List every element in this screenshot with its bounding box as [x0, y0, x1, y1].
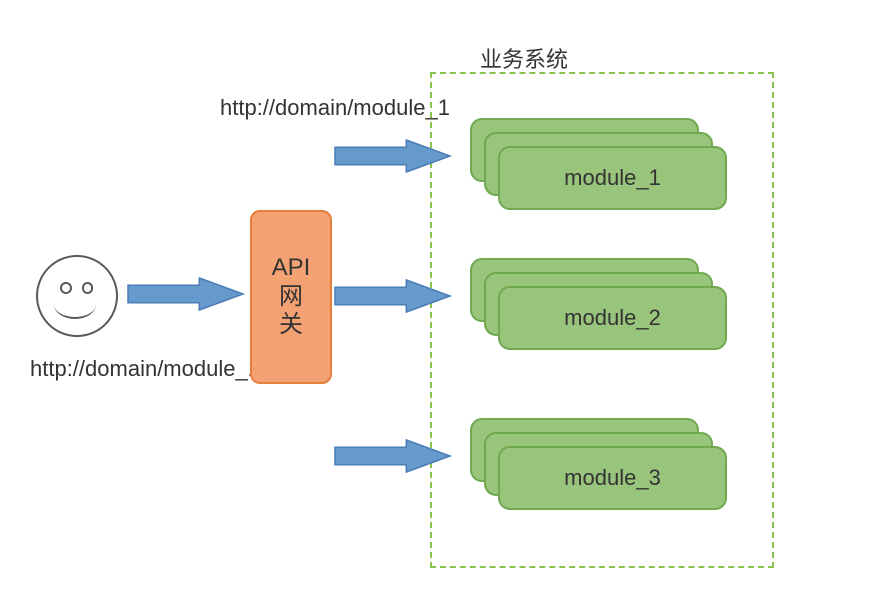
arrow-a_user_gateway	[128, 278, 243, 310]
module-label-module_3: module_3	[564, 465, 661, 491]
module-label-module_1: module_1	[564, 165, 661, 191]
module-card-module_3-layer2: module_3	[498, 446, 727, 510]
arrow-a_gw_mod2	[335, 280, 450, 312]
api-gateway-box: API 网 关	[250, 210, 332, 384]
arrow-a_gw_mod1	[335, 140, 450, 172]
business-system-title: 业务系统	[480, 42, 568, 74]
route-url-label: http://domain/module_1	[220, 95, 450, 121]
arrow-a_gw_mod3	[335, 440, 450, 472]
user-face-icon	[36, 255, 118, 337]
user-mouth-icon	[54, 290, 97, 319]
module-card-module_2-layer2: module_2	[498, 286, 727, 350]
module-card-module_1-layer2: module_1	[498, 146, 727, 210]
api-gateway-label: API 网 关	[272, 254, 311, 340]
request-url-label: http://domain/module_1	[30, 356, 260, 382]
module-label-module_2: module_2	[564, 305, 661, 331]
